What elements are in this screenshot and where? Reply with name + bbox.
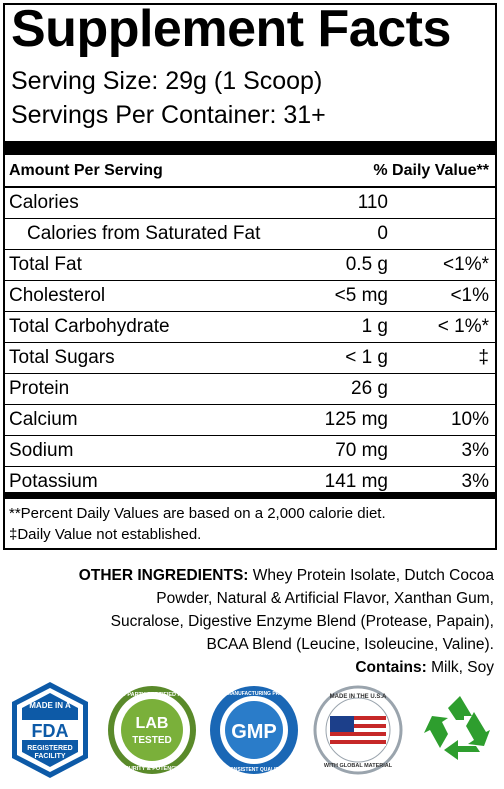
- row-name: Total Fat: [9, 254, 82, 275]
- svg-text:TESTED: TESTED: [132, 735, 171, 746]
- table-row: Total Carbohydrate 1 g < 1%*: [5, 312, 495, 343]
- row-name: Calcium: [9, 409, 78, 430]
- svg-text:LAB: LAB: [136, 715, 169, 732]
- table-row: Potassium 141 mg 3%: [5, 467, 495, 497]
- svg-text:FACILITY: FACILITY: [34, 753, 65, 760]
- row-amount: 26 g: [351, 378, 388, 399]
- gmp-badge: GOOD MANUFACTURING PRACTICE GMP CONSISTE…: [210, 686, 299, 774]
- contains-label: Contains:: [355, 659, 427, 676]
- row-dv: < 1%*: [437, 316, 489, 337]
- row-name: Sodium: [9, 440, 74, 461]
- supplement-facts-panel: Supplement Facts Serving Size: 29g (1 Sc…: [3, 0, 497, 550]
- ingredients-text: Whey Protein Isolate, Dutch Cocoa: [252, 567, 494, 584]
- svg-text:REGISTERED: REGISTERED: [27, 745, 73, 752]
- dv-header: % Daily Value**: [373, 161, 489, 179]
- divider-bar: [5, 141, 495, 155]
- svg-text:MADE IN THE U.S.A: MADE IN THE U.S.A: [330, 694, 387, 700]
- ingredients-text: BCAA Blend (Leucine, Isoleucine, Valine)…: [206, 636, 495, 653]
- table-row: Protein 26 g: [5, 374, 495, 405]
- contains-text: Milk, Soy: [431, 659, 494, 676]
- row-dv: 3%: [461, 471, 489, 492]
- row-amount: 110: [357, 192, 388, 213]
- ingredients-text: Powder, Natural & Artificial Flavor, Xan…: [156, 590, 494, 607]
- row-amount: 1 g: [361, 316, 388, 337]
- row-name: Cholesterol: [9, 285, 106, 306]
- ingredients-label: OTHER INGREDIENTS:: [78, 567, 249, 584]
- serving-size: Serving Size: 29g (1 Scoop): [11, 67, 323, 95]
- other-ingredients: OTHER INGREDIENTS: Whey Protein Isolate,…: [4, 564, 494, 679]
- fda-badge: MADE IN A FDA REGISTERED FACILITY: [12, 682, 88, 778]
- row-amount: 141 mg: [324, 471, 388, 492]
- svg-text:MADE IN A: MADE IN A: [29, 701, 71, 710]
- row-name: Calories: [9, 192, 79, 213]
- row-dv: <1%: [450, 285, 489, 306]
- certification-badges: MADE IN A FDA REGISTERED FACILITY 3RD PA…: [0, 676, 504, 786]
- svg-text:FDA: FDA: [32, 721, 69, 741]
- footnote-dagger: ‡Daily Value not established.: [9, 526, 202, 543]
- divider-bar: [5, 492, 495, 499]
- row-name: Protein: [9, 378, 70, 399]
- table-row: Total Fat 0.5 g <1%*: [5, 250, 495, 281]
- row-amount: < 1 g: [345, 347, 388, 368]
- table-row: Calories from Saturated Fat 0: [5, 219, 495, 250]
- table-row: Sodium 70 mg 3%: [5, 436, 495, 467]
- row-name: Total Sugars: [9, 347, 115, 368]
- row-dv: <1%*: [443, 254, 489, 275]
- table-header: Amount Per Serving % Daily Value**: [5, 155, 495, 188]
- svg-text:WITH GLOBAL MATERIAL: WITH GLOBAL MATERIAL: [324, 763, 393, 769]
- table-row: Calcium 125 mg 10%: [5, 405, 495, 436]
- row-name: Calories from Saturated Fat: [27, 223, 261, 244]
- made-in-usa-badge: MADE IN THE U.S.A WITH GLOBAL MATERIAL: [313, 685, 403, 775]
- svg-text:CONSISTENT QUALITY: CONSISTENT QUALITY: [226, 767, 282, 773]
- row-amount: 0.5 g: [345, 254, 388, 275]
- row-amount: <5 mg: [334, 285, 388, 306]
- row-name: Total Carbohydrate: [9, 316, 170, 337]
- row-amount: 70 mg: [335, 440, 388, 461]
- row-dv: 10%: [450, 409, 489, 430]
- table-row: Total Sugars < 1 g ‡: [5, 343, 495, 374]
- row-dv: 3%: [461, 440, 489, 461]
- servings-per-container: Servings Per Container: 31+: [11, 101, 326, 129]
- footnote-dv: **Percent Daily Values are based on a 2,…: [9, 505, 386, 522]
- table-row: Calories 110: [5, 188, 495, 219]
- amount-header: Amount Per Serving: [9, 161, 163, 179]
- row-name: Potassium: [9, 471, 98, 492]
- row-dv: ‡: [478, 347, 489, 368]
- svg-text:GOOD MANUFACTURING PRACTICE: GOOD MANUFACTURING PRACTICE: [210, 691, 298, 697]
- row-amount: 0: [377, 223, 388, 244]
- svg-text:3RD PARTY CERTIFIED FOR: 3RD PARTY CERTIFIED FOR: [115, 692, 189, 698]
- svg-text:PURITY & POTENCY: PURITY & POTENCY: [125, 766, 179, 772]
- table-row: Cholesterol <5 mg <1%: [5, 281, 495, 312]
- nutrient-table: Amount Per Serving % Daily Value** Calor…: [5, 155, 495, 497]
- svg-text:GMP: GMP: [231, 721, 277, 743]
- panel-title: Supplement Facts: [11, 0, 451, 58]
- lab-tested-badge: 3RD PARTY CERTIFIED FOR LAB TESTED PURIT…: [108, 686, 196, 774]
- row-amount: 125 mg: [324, 409, 388, 430]
- ingredients-text: Sucralose, Digestive Enzyme Blend (Prote…: [110, 613, 494, 630]
- recycle-icon: [424, 696, 490, 760]
